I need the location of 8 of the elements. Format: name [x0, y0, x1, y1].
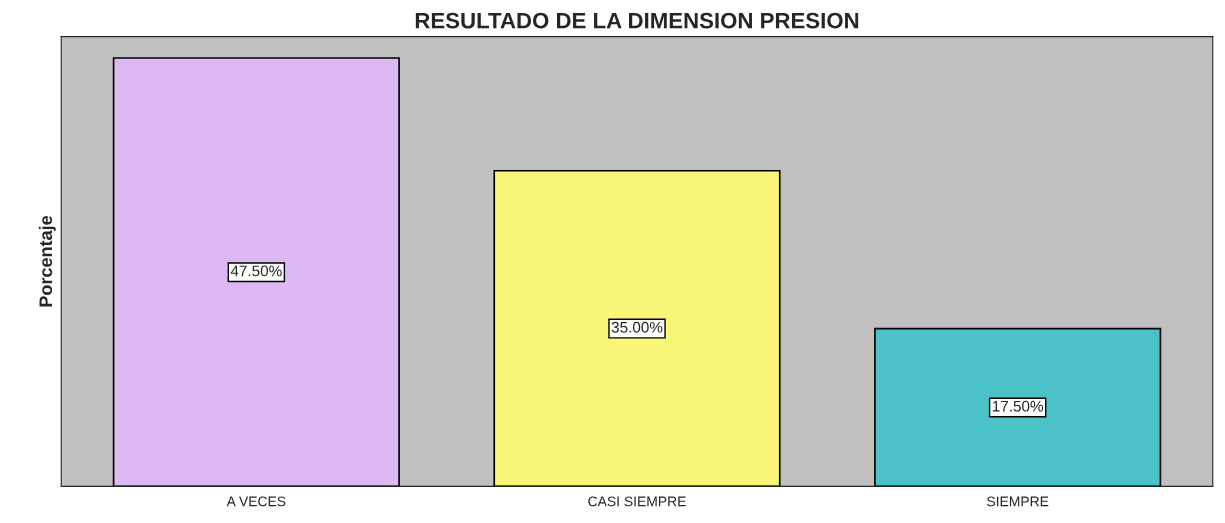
x-tick-label: SIEMPRE	[987, 496, 1049, 507]
data-label: 17.50%	[992, 400, 1044, 412]
x-tick-label: CASI SIEMPRE	[588, 496, 686, 507]
chart-title: RESULTADO DE LA DIMENSION PRESION	[415, 12, 859, 29]
x-tick-label: A VECES	[226, 496, 286, 507]
y-axis-title: Porcentaje	[38, 215, 56, 307]
data-label: 47.50%	[230, 265, 282, 277]
data-label: 35.00%	[611, 321, 663, 333]
